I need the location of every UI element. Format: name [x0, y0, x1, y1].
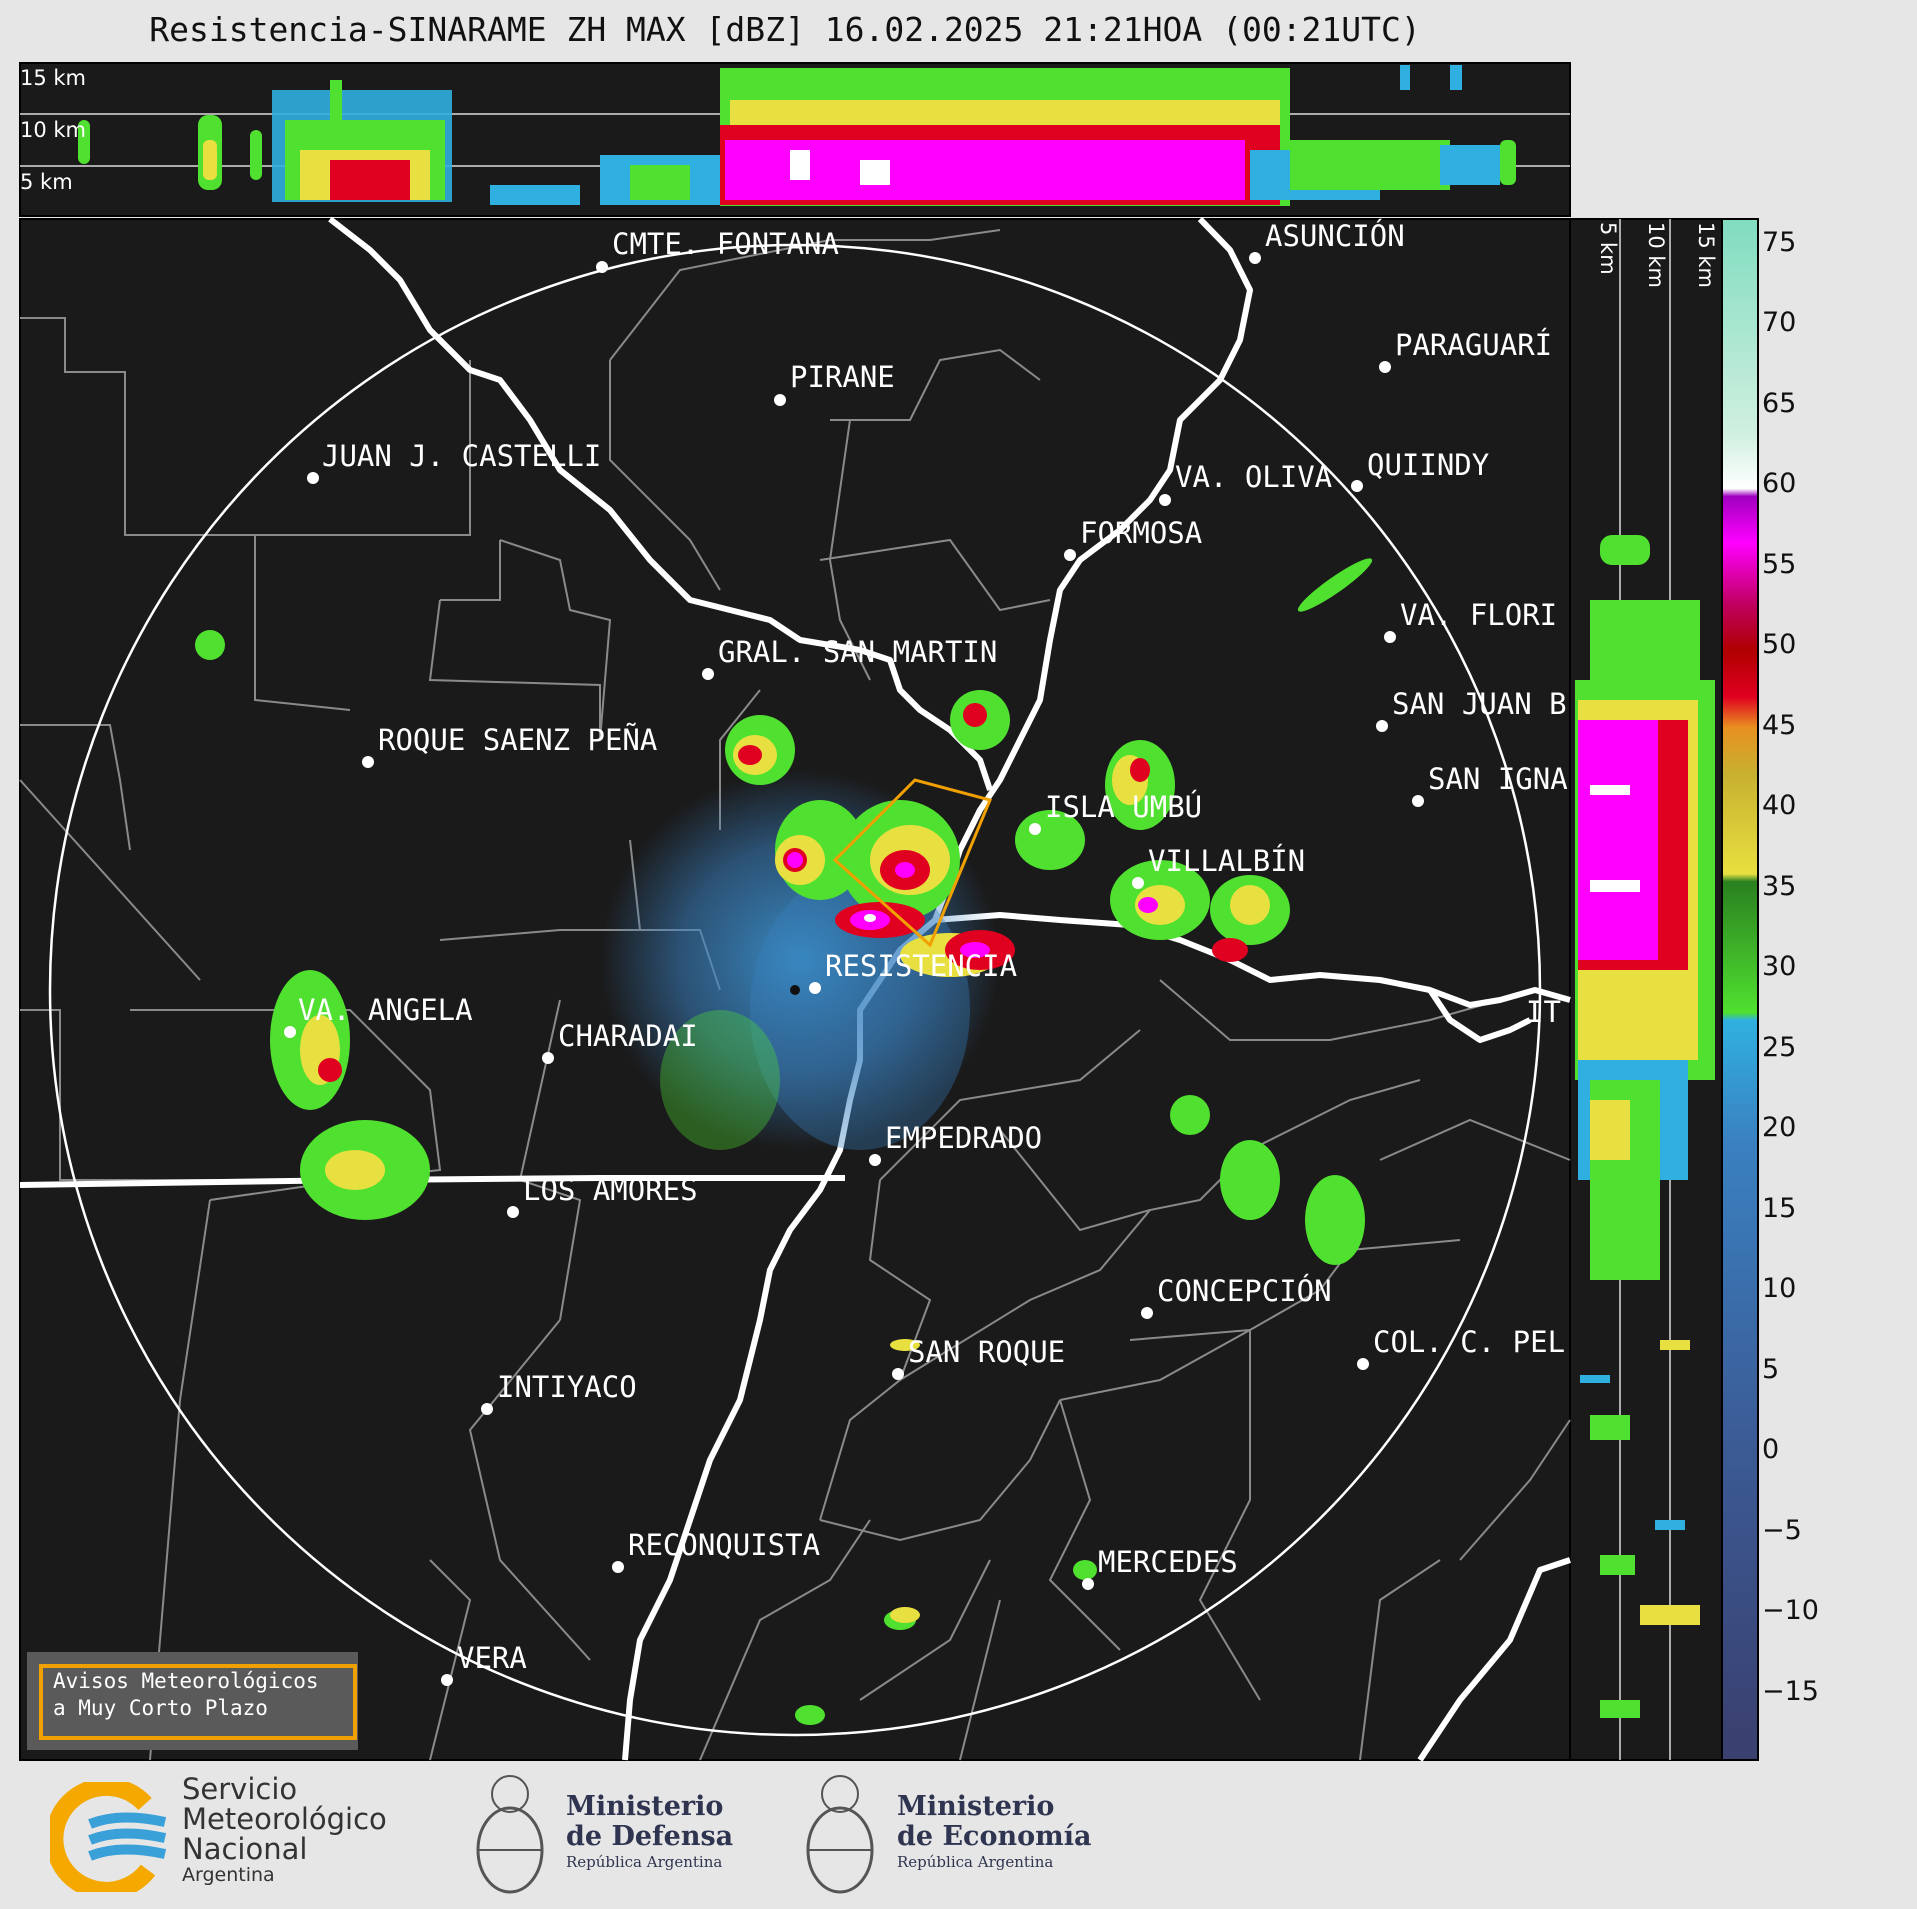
side-label-5km: 5 km: [1596, 222, 1620, 275]
city-label: CONCEPCIÓN: [1157, 1274, 1332, 1308]
city-label: IT: [1526, 995, 1561, 1029]
smn-line3: Nacional: [182, 1832, 308, 1866]
tick-10: 10: [1762, 1273, 1797, 1304]
coat-of-arms-defensa-icon: [476, 1775, 544, 1894]
city-label: CHARADAI: [558, 1019, 698, 1053]
radar-site-marker: [790, 985, 800, 995]
city-label: QUIINDY: [1367, 448, 1490, 482]
city-label: VA. FLORI: [1400, 598, 1558, 632]
city-label: COL. C. PEL: [1373, 1325, 1566, 1359]
city-label: INTIYACO: [497, 1370, 637, 1404]
city-label: JUAN J. CASTELLI: [322, 439, 602, 473]
tick-75: 75: [1762, 227, 1797, 258]
smn-line1: Servicio: [182, 1772, 298, 1806]
city-markers: [284, 252, 1424, 1686]
radar-echoes: [195, 558, 1373, 1725]
tick-minus-5: −5: [1762, 1515, 1802, 1546]
side-label-15km: 15 km: [1694, 222, 1718, 289]
tick-35: 35: [1762, 871, 1797, 902]
warning-polygon[interactable]: [832, 778, 993, 948]
tick-5: 5: [1762, 1354, 1780, 1385]
smn-logo-icon: [50, 1782, 167, 1892]
city-label: ISLA UMBÚ: [1045, 790, 1203, 824]
city-label: SAN JUAN B: [1392, 687, 1567, 721]
tick-minus-15: −15: [1762, 1676, 1819, 1707]
city-label: PIRANE: [790, 360, 895, 394]
tick-45: 45: [1762, 710, 1797, 741]
top-height-profile: [19, 62, 1571, 217]
city-label: VA. ANGELA: [298, 993, 473, 1027]
tick-minus-10: −10: [1762, 1595, 1819, 1626]
main-map-panel: [19, 216, 1571, 1762]
footer-logos: Servicio Meteorológico Nacional Argentin…: [0, 1760, 1917, 1909]
city-label: ROQUE SAENZ PEÑA: [378, 723, 658, 757]
tick-0: 0: [1762, 1434, 1780, 1465]
side-height-profile: [1569, 218, 1723, 1761]
tick-55: 55: [1762, 549, 1797, 580]
aviso-line1: Avisos Meteorológicos: [53, 1669, 319, 1693]
tick-70: 70: [1762, 307, 1797, 338]
economia-line1: Ministerio: [897, 1791, 1055, 1822]
tick-40: 40: [1762, 790, 1797, 821]
coat-of-arms-economia-icon: [806, 1775, 874, 1894]
city-label: LOS AMORES: [523, 1173, 698, 1207]
side-label-10km: 10 km: [1644, 222, 1668, 289]
tick-15: 15: [1762, 1193, 1797, 1224]
aviso-box[interactable]: Avisos Meteorológicos a Muy Corto Plazo: [27, 1652, 358, 1750]
city-label: SAN IGNA: [1428, 762, 1568, 796]
economia-line2: de Economía: [897, 1821, 1092, 1852]
profile-label-10km: 10 km: [20, 118, 87, 142]
smn-line2: Meteorológico: [182, 1802, 387, 1836]
profile-label-15km: 15 km: [20, 66, 87, 90]
tick-20: 20: [1762, 1112, 1797, 1143]
city-label: VERA: [457, 1641, 527, 1675]
defensa-line2: de Defensa: [566, 1821, 734, 1852]
city-label: PARAGUARÍ: [1395, 328, 1553, 362]
city-label: FORMOSA: [1080, 516, 1203, 550]
city-label: CMTE. FONTANA: [612, 227, 839, 261]
map-title: Resistencia-SINARAME ZH MAX [dBZ] 16.02.…: [149, 10, 1421, 49]
city-label: EMPEDRADO: [885, 1121, 1043, 1155]
city-label: RECONQUISTA: [628, 1528, 821, 1562]
aviso-line2: a Muy Corto Plazo: [53, 1696, 268, 1720]
tick-60: 60: [1762, 468, 1797, 499]
city-label: RESISTENCIA: [825, 949, 1018, 983]
tick-50: 50: [1762, 629, 1797, 660]
aviso-frame: Avisos Meteorológicos a Muy Corto Plazo: [39, 1664, 357, 1740]
city-label: SAN ROQUE: [908, 1335, 1066, 1369]
economia-line3: República Argentina: [897, 1853, 1054, 1871]
smn-line4: Argentina: [182, 1864, 275, 1886]
city-label: ASUNCIÓN: [1265, 219, 1405, 253]
tick-25: 25: [1762, 1032, 1797, 1063]
city-label: GRAL. SAN MARTIN: [718, 635, 998, 669]
defensa-line3: República Argentina: [566, 1853, 723, 1871]
profile-label-5km: 5 km: [20, 170, 73, 194]
dbz-colorbar: [1721, 218, 1759, 1761]
tick-30: 30: [1762, 951, 1797, 982]
tick-65: 65: [1762, 388, 1797, 419]
city-label: VA. OLIVA: [1175, 460, 1333, 494]
city-label: VILLALBÍN: [1148, 844, 1306, 878]
defensa-line1: Ministerio: [566, 1791, 724, 1822]
city-label: MERCEDES: [1098, 1545, 1238, 1579]
